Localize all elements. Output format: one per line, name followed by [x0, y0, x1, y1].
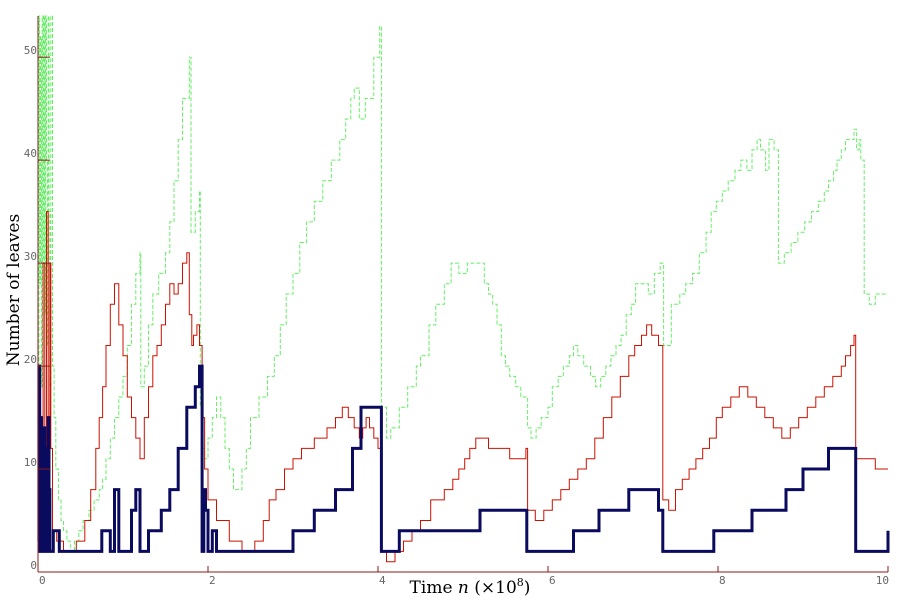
y-tick-label: 50 — [24, 44, 37, 57]
series-line-1 — [38, 15, 888, 552]
y-tick-layer: 0 10 20 30 40 50 — [24, 44, 50, 573]
x-axis-title-exponent: 8 — [517, 576, 524, 589]
x-tick-label: 10 — [876, 574, 889, 587]
x-tick-label: 0 — [39, 574, 46, 587]
y-tick-label: 30 — [24, 250, 37, 263]
y-axis-title: Number of leaves — [4, 214, 24, 366]
x-axis-title-suffix: ) — [524, 578, 531, 598]
series-line-3 — [37, 364, 890, 553]
y-tick-label: 20 — [24, 353, 37, 366]
x-tick-label: 2 — [209, 574, 216, 587]
y-tick-label: 40 — [24, 147, 37, 160]
x-axis-title-mid: (×10 — [469, 578, 517, 598]
x-tick-label: 6 — [549, 574, 556, 587]
x-tick-label: 8 — [719, 574, 726, 587]
series-line-2 — [38, 211, 888, 563]
series-layer — [37, 15, 890, 563]
x-tick-label: 4 — [379, 574, 386, 587]
y-tick-label: 10 — [24, 456, 37, 469]
x-axis-title-variable: n — [458, 578, 469, 598]
x-axis-title-prefix: Time — [410, 578, 458, 598]
x-tick-layer: 0 2 4 6 8 10 — [37, 566, 889, 587]
x-axis-title: Time n (×108) — [410, 576, 531, 598]
y-tick-label: 0 — [30, 559, 37, 572]
